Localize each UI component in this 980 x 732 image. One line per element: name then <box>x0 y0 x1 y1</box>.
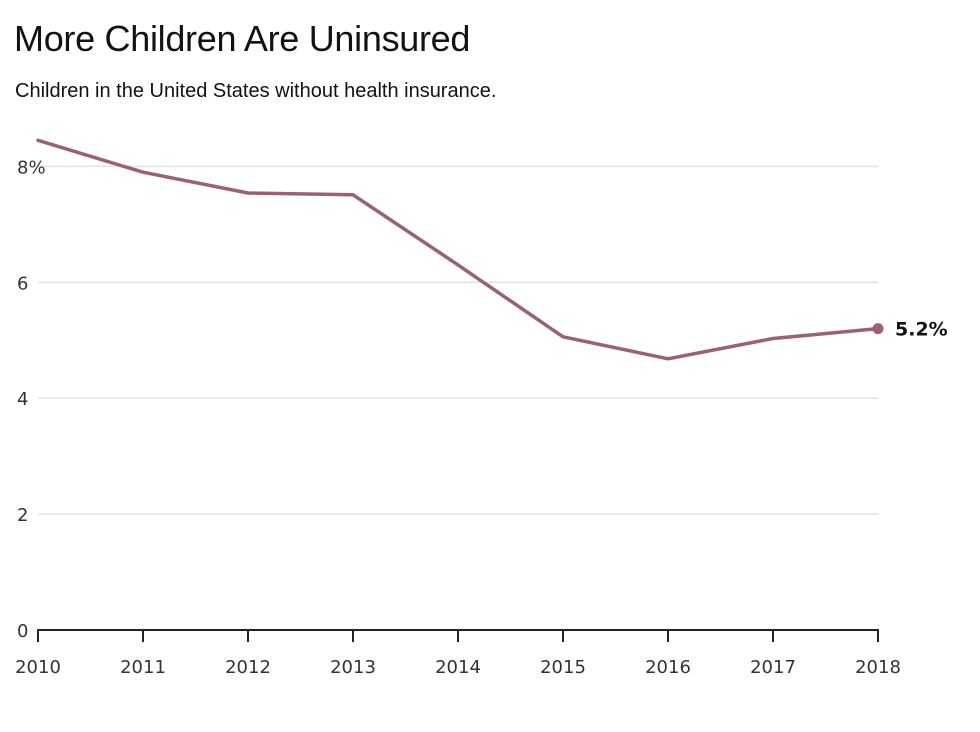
series-line-0 <box>36 138 880 361</box>
x-tick-label-2018: 2018 <box>855 657 901 678</box>
chart-subtitle: Children in the United States without he… <box>15 80 497 102</box>
x-tick-label-2011: 2011 <box>120 657 166 678</box>
y-tick-label-4: 4 <box>17 389 28 410</box>
y-tick-label-6: 6 <box>17 273 28 294</box>
y-tick-label-2: 2 <box>17 505 28 526</box>
series-layer: 5.2% <box>36 138 948 361</box>
y-tick-label-8: 8% <box>17 157 46 178</box>
x-tick-label-2013: 2013 <box>330 657 376 678</box>
end-point-marker <box>872 323 884 335</box>
x-tick-label-2012: 2012 <box>225 657 271 678</box>
y-tick-label-0: 0 <box>17 621 28 642</box>
end-value-label: 5.2% <box>895 319 948 341</box>
x-tick-label-2016: 2016 <box>645 657 691 678</box>
x-tick-label-2017: 2017 <box>750 657 796 678</box>
x-tick-label-2010: 2010 <box>15 657 61 678</box>
y-axis-labels: 0 2 4 6 8% <box>17 157 46 642</box>
x-tick-label-2014: 2014 <box>435 657 481 678</box>
grid-lines <box>38 165 878 515</box>
x-tick-label-2015: 2015 <box>540 657 586 678</box>
x-axis: 2010 2011 2012 2013 2014 2015 2016 2017 2018 <box>15 629 901 678</box>
chart-title: More Children Are Uninsured <box>14 18 471 59</box>
